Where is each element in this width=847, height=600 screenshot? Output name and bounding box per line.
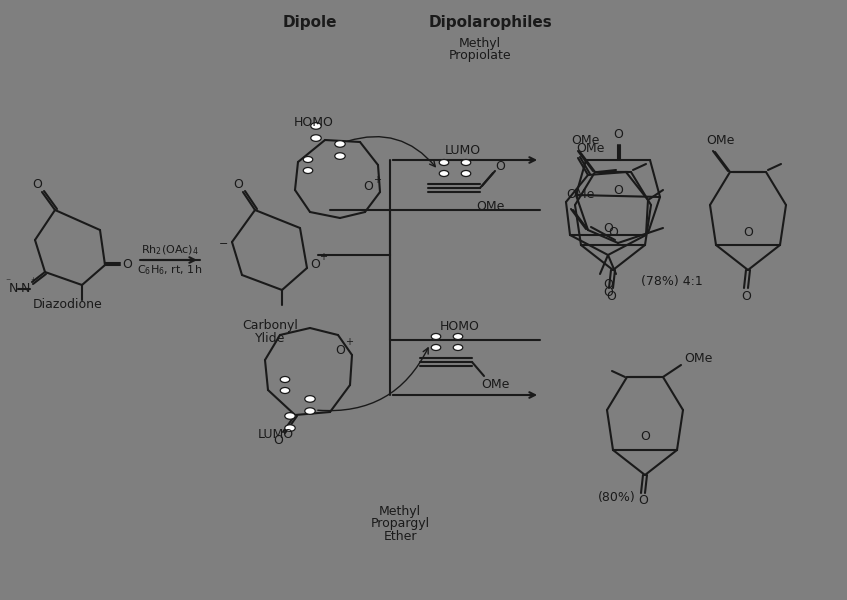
Text: O: O [603, 221, 613, 235]
Text: OMe: OMe [481, 377, 509, 391]
Ellipse shape [431, 344, 440, 350]
Text: +: + [319, 252, 327, 262]
Text: Rh$_2$(OAc)$_4$: Rh$_2$(OAc)$_4$ [141, 243, 199, 257]
Text: OMe: OMe [566, 188, 595, 202]
Text: −: − [219, 239, 229, 249]
Ellipse shape [280, 388, 290, 394]
Ellipse shape [285, 413, 296, 419]
Text: Propiolate: Propiolate [449, 49, 512, 61]
Text: Ylide: Ylide [255, 331, 285, 344]
Text: O: O [613, 128, 623, 142]
Text: +: + [373, 175, 381, 185]
Ellipse shape [311, 135, 321, 142]
Text: O: O [638, 494, 648, 508]
Text: Methyl: Methyl [459, 37, 501, 50]
Ellipse shape [280, 377, 290, 383]
Text: O: O [613, 184, 623, 196]
Text: C$_6$H$_6$, rt, 1h: C$_6$H$_6$, rt, 1h [137, 263, 202, 277]
Ellipse shape [305, 408, 315, 415]
Text: O: O [32, 179, 42, 191]
Ellipse shape [335, 153, 346, 160]
Ellipse shape [311, 122, 321, 129]
Text: ⁺: ⁺ [30, 277, 36, 287]
Text: Diazodione: Diazodione [33, 298, 102, 311]
Text: Propargyl: Propargyl [370, 517, 429, 530]
Ellipse shape [303, 167, 313, 173]
Text: OMe: OMe [576, 142, 604, 154]
Text: O: O [310, 257, 320, 271]
Text: N: N [20, 283, 30, 295]
Text: O: O [273, 433, 283, 446]
Text: O: O [603, 286, 613, 298]
Text: HOMO: HOMO [294, 115, 334, 128]
Text: O: O [603, 277, 613, 290]
Text: LUMO: LUMO [445, 143, 481, 157]
Text: (78%) 4:1: (78%) 4:1 [641, 275, 703, 289]
Ellipse shape [285, 425, 296, 431]
Ellipse shape [335, 140, 346, 147]
Ellipse shape [431, 334, 440, 340]
Text: O: O [640, 431, 650, 443]
Ellipse shape [453, 344, 462, 350]
Text: OMe: OMe [684, 352, 712, 365]
Text: O: O [608, 226, 618, 238]
Ellipse shape [305, 395, 315, 402]
Text: Ether: Ether [383, 529, 417, 542]
Text: O: O [741, 289, 751, 302]
Text: OMe: OMe [476, 199, 504, 212]
Text: O: O [495, 160, 505, 173]
Text: Methyl: Methyl [379, 505, 421, 518]
Ellipse shape [440, 170, 449, 176]
Text: Dipole: Dipole [283, 14, 337, 29]
Ellipse shape [462, 170, 471, 176]
Text: O: O [122, 257, 132, 271]
Text: OMe: OMe [706, 133, 734, 146]
Text: Carbonyl: Carbonyl [242, 319, 298, 331]
Ellipse shape [462, 160, 471, 166]
Text: O: O [363, 181, 373, 193]
Text: (80%): (80%) [598, 491, 636, 503]
Text: O: O [743, 226, 753, 238]
Ellipse shape [453, 334, 462, 340]
Text: HOMO: HOMO [440, 319, 480, 332]
Text: Dipolarophiles: Dipolarophiles [428, 14, 552, 29]
Text: O: O [606, 289, 616, 302]
Text: OMe: OMe [571, 133, 599, 146]
Text: O: O [335, 343, 345, 356]
Text: ⁻: ⁻ [5, 277, 10, 287]
Ellipse shape [303, 157, 313, 163]
Text: LUMO: LUMO [258, 428, 294, 442]
Text: O: O [233, 179, 243, 191]
Text: N: N [8, 283, 18, 295]
Ellipse shape [440, 160, 449, 166]
Text: +: + [345, 337, 353, 347]
